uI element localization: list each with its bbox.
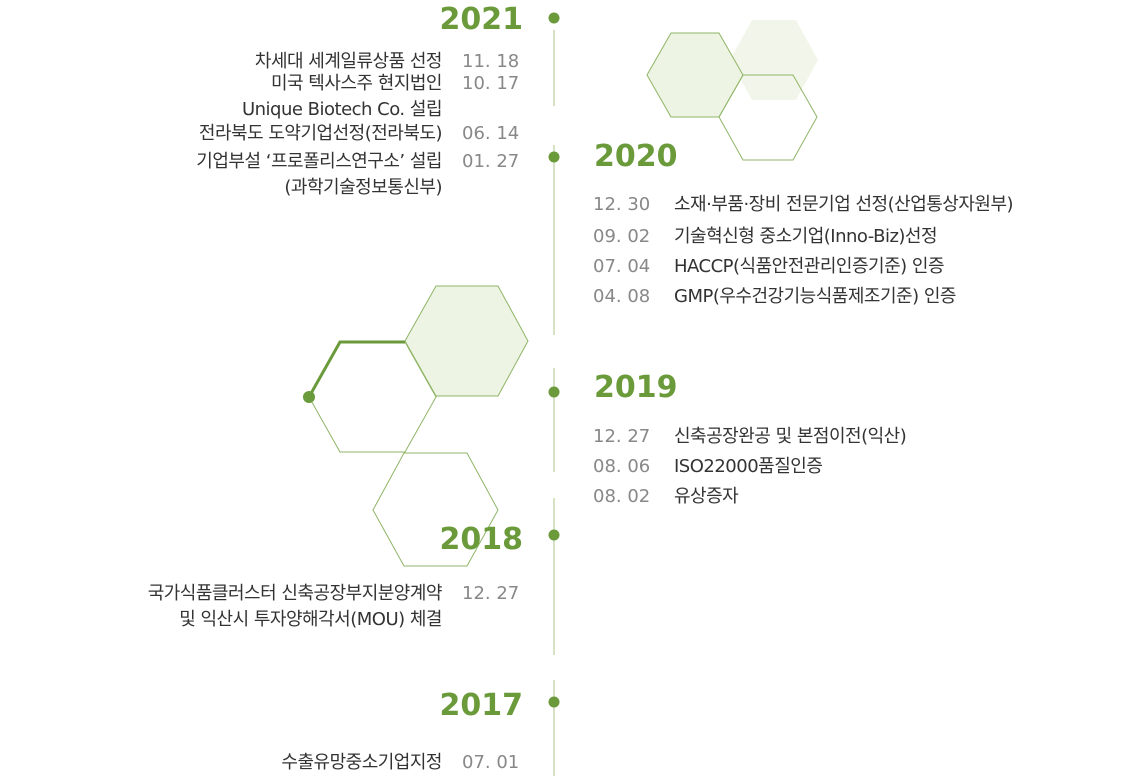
entry-text: 국가식품클러스터 신축공장부지분양계약 [147,583,443,604]
entry-date: 08. 06 [593,456,651,477]
timeline-dot [548,696,560,708]
entry-text: 기업부설 ‘프로폴리스연구소’ 설립 [196,151,442,172]
timeline-dot [548,529,560,541]
entry-text: 전라북도 도약기업선정(전라북도) [198,123,443,144]
year: 2018 [439,522,524,557]
entry-date: 12. 27 [462,583,520,604]
timeline-dot [548,12,560,24]
entry-date: 12. 27 [593,426,651,447]
timeline-dot [548,151,560,163]
entry-text: HACCP(식품안전관리인증기준) 인증 [674,256,945,277]
entry-date: 09. 02 [593,226,651,247]
entry-text: 유상증자 [674,486,739,507]
entry-text: 차세대 세계일류상품 선정 [254,51,443,72]
entry-date: 12. 30 [593,194,651,215]
entry-text: GMP(우수건강기능식품제조기준) 인증 [674,286,956,307]
timeline-dot [548,386,560,398]
entry-date: 04. 08 [593,286,651,307]
entry-date: 10. 17 [462,73,520,94]
entry-date: 07. 04 [593,256,651,277]
entry-text: 신축공장완공 및 본점이전(익산) [674,426,907,447]
entry-text: 소재·부품·장비 전문기업 선정(산업통상자원부) [674,194,1014,215]
year: 2019 [594,370,678,405]
entry-date: 06. 14 [462,123,520,144]
entry-date: 08. 02 [593,486,651,507]
entry-text: Unique Biotech Co. 설립 [241,99,443,120]
entry-text: 미국 텍사스주 현지법인 [270,73,443,94]
year: 2020 [594,139,678,174]
entry-text: ISO22000품질인증 [674,456,823,477]
year: 2017 [439,688,524,723]
entry-text: 및 익산시 투자양해각서(MOU) 체결 [179,609,442,630]
year: 2021 [439,2,524,37]
entry-text: (과학기술정보통신부) [284,177,442,198]
entry-date: 01. 27 [462,151,520,172]
entry-date: 07. 01 [462,752,520,773]
entry-date: 11. 18 [462,51,520,72]
entry-text: 수출유망중소기업지정 [281,752,442,773]
entry-text: 기술혁신형 중소기업(Inno-Biz)선정 [674,226,938,247]
